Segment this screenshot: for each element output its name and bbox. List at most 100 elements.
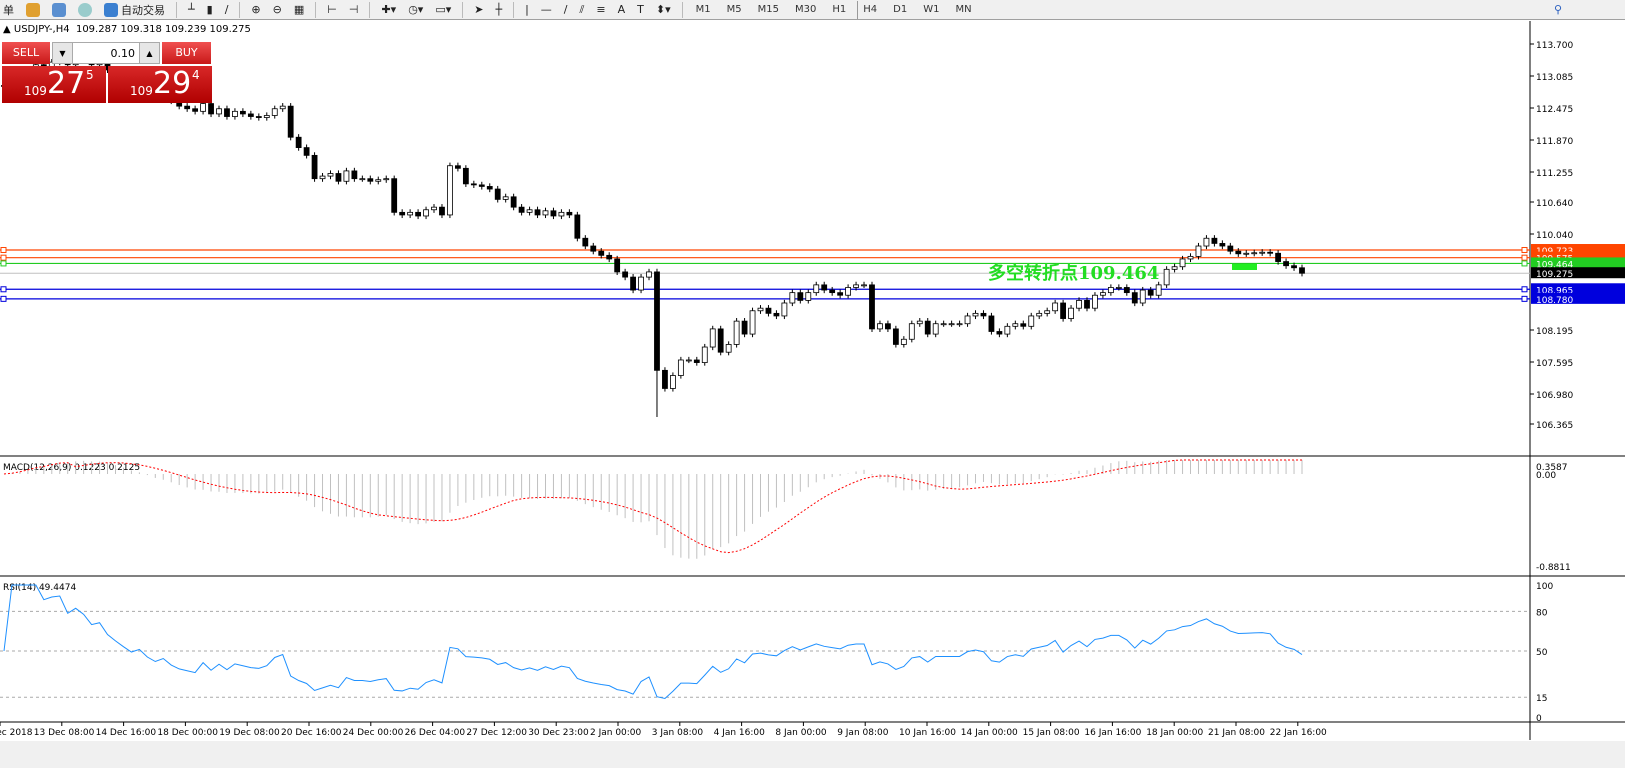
timeframe-m1[interactable]: M1 <box>695 4 711 15</box>
sell-label: SELL <box>12 46 40 59</box>
candle <box>200 103 206 112</box>
fibonacci-icon[interactable]: ≡ <box>596 3 606 16</box>
candle <box>431 206 437 211</box>
lot-decrease-button[interactable]: ▼ <box>53 43 73 63</box>
candle <box>781 302 788 317</box>
folder-icon[interactable] <box>23 1 43 19</box>
auto-trading-button[interactable]: 自动交易 <box>101 1 168 19</box>
text-icon[interactable]: A <box>617 3 626 16</box>
candle <box>821 284 828 291</box>
buy-price[interactable]: 109 29 4 <box>108 66 212 103</box>
zoom-in-icon[interactable]: ⊕ <box>251 3 261 16</box>
time-tick-label: 10 Jan 16:00 <box>899 728 956 738</box>
chart-shift-icon[interactable]: ⊣ <box>348 3 359 16</box>
candle <box>757 307 764 312</box>
buy-button[interactable]: BUY <box>162 42 211 64</box>
timeframe-h1[interactable]: H1 <box>832 4 847 15</box>
candle <box>1084 300 1090 309</box>
periods-clock-icon[interactable]: ◷▾ <box>408 3 424 16</box>
candle <box>224 108 230 117</box>
indicators-icon[interactable]: ✚▾ <box>381 3 397 16</box>
server-icon[interactable] <box>49 1 69 19</box>
candle <box>1107 287 1114 294</box>
candle <box>1195 245 1202 257</box>
candle <box>1092 294 1098 309</box>
rsi-tick-label: 0 <box>1536 714 1542 724</box>
buy-price-fraction: 4 <box>192 68 200 82</box>
time-tick-label: 12 Dec 2018 <box>0 728 33 738</box>
zoom-out-icon[interactable]: ⊖ <box>272 3 282 16</box>
arrows-icon[interactable]: ⬍▾ <box>655 3 671 16</box>
lot-input[interactable]: 0.10 <box>110 46 136 60</box>
candle <box>805 292 812 301</box>
macd-tick-label: -0.8811 <box>1536 563 1571 573</box>
candle <box>948 323 955 326</box>
buy-price-big: 109 <box>130 84 153 98</box>
divider <box>176 1 177 18</box>
candle <box>1291 265 1297 269</box>
signal-icon[interactable] <box>75 1 95 19</box>
autoscroll-icon[interactable]: ⊢ <box>327 3 337 16</box>
timeframe-d1[interactable]: D1 <box>893 4 908 15</box>
lot-increase-button[interactable]: ▲ <box>139 43 159 63</box>
candle <box>494 188 501 200</box>
candle <box>900 338 907 345</box>
candle <box>797 292 804 301</box>
toolbar-partial-label[interactable]: 单 <box>3 3 14 17</box>
cursor-icon[interactable]: ➤ <box>474 3 484 16</box>
candle <box>1068 307 1074 319</box>
timeframe-mn[interactable]: MN <box>955 4 972 15</box>
templates-icon[interactable]: ▭▾ <box>435 3 452 16</box>
candle <box>550 210 557 217</box>
lot-stepper[interactable]: ▼ 0.10 ▲ <box>52 42 160 64</box>
candle <box>670 375 676 389</box>
candle <box>765 307 772 314</box>
crosshair-icon[interactable]: ┼ <box>495 3 503 16</box>
time-tick-label: 24 Dec 00:00 <box>343 728 404 738</box>
candle <box>638 276 644 291</box>
level-handle <box>0 295 7 302</box>
candle <box>375 179 382 182</box>
tile-windows-icon[interactable]: ▦ <box>293 3 305 16</box>
sell-button[interactable]: SELL <box>2 42 50 64</box>
time-tick-label: 14 Jan 00:00 <box>961 728 1018 738</box>
candle <box>359 178 366 181</box>
candlestick-icon[interactable]: ▮ <box>206 3 213 16</box>
candle <box>646 271 652 278</box>
line-chart-icon[interactable]: ∕ <box>224 3 229 16</box>
candle <box>940 323 947 326</box>
search-icon[interactable]: ⚲ <box>1553 3 1562 16</box>
vertical-line-icon[interactable]: | <box>525 3 529 16</box>
equidistant-channel-icon[interactable]: ⫽ <box>579 2 585 16</box>
candle <box>988 315 995 332</box>
trendline-icon[interactable]: / <box>563 3 568 16</box>
macd-tick-label: 0.3587 <box>1536 463 1568 473</box>
candle <box>1100 292 1106 296</box>
level-handle <box>1521 260 1528 267</box>
candle <box>614 258 621 273</box>
level-handle <box>1521 286 1528 293</box>
candle <box>470 183 477 186</box>
timeframe-m30[interactable]: M30 <box>795 4 817 15</box>
candle <box>208 103 214 115</box>
candle <box>1243 252 1250 255</box>
sell-price-big: 109 <box>24 84 47 98</box>
pivot-annotation: 多空转折点109.464 <box>988 263 1160 284</box>
time-tick-label: 21 Jan 08:00 <box>1208 728 1265 738</box>
chart-canvas[interactable]: 113.700 113.085 112.475 111.870 111.255 110.6… <box>0 21 1625 768</box>
timeframe-m5[interactable]: M5 <box>726 4 742 15</box>
bar-chart-icon[interactable]: ┴ <box>188 3 195 16</box>
macd-signal-line <box>3 459 1302 554</box>
candle <box>1028 315 1035 327</box>
price-tick-label: 110.040 <box>1536 231 1573 241</box>
candle <box>869 284 875 330</box>
level-handle <box>1521 254 1528 261</box>
price-tick-label: 108.195 <box>1536 327 1573 337</box>
text-label-icon[interactable]: T <box>637 3 644 16</box>
timeframe-m15[interactable]: M15 <box>757 4 780 15</box>
price-tick-label: 106.980 <box>1536 391 1573 401</box>
timeframe-h4[interactable]: H4 <box>857 0 882 19</box>
horizontal-line-icon[interactable]: — <box>540 3 552 16</box>
sell-price[interactable]: 109 27 5 <box>2 66 106 103</box>
timeframe-w1[interactable]: W1 <box>923 4 940 15</box>
